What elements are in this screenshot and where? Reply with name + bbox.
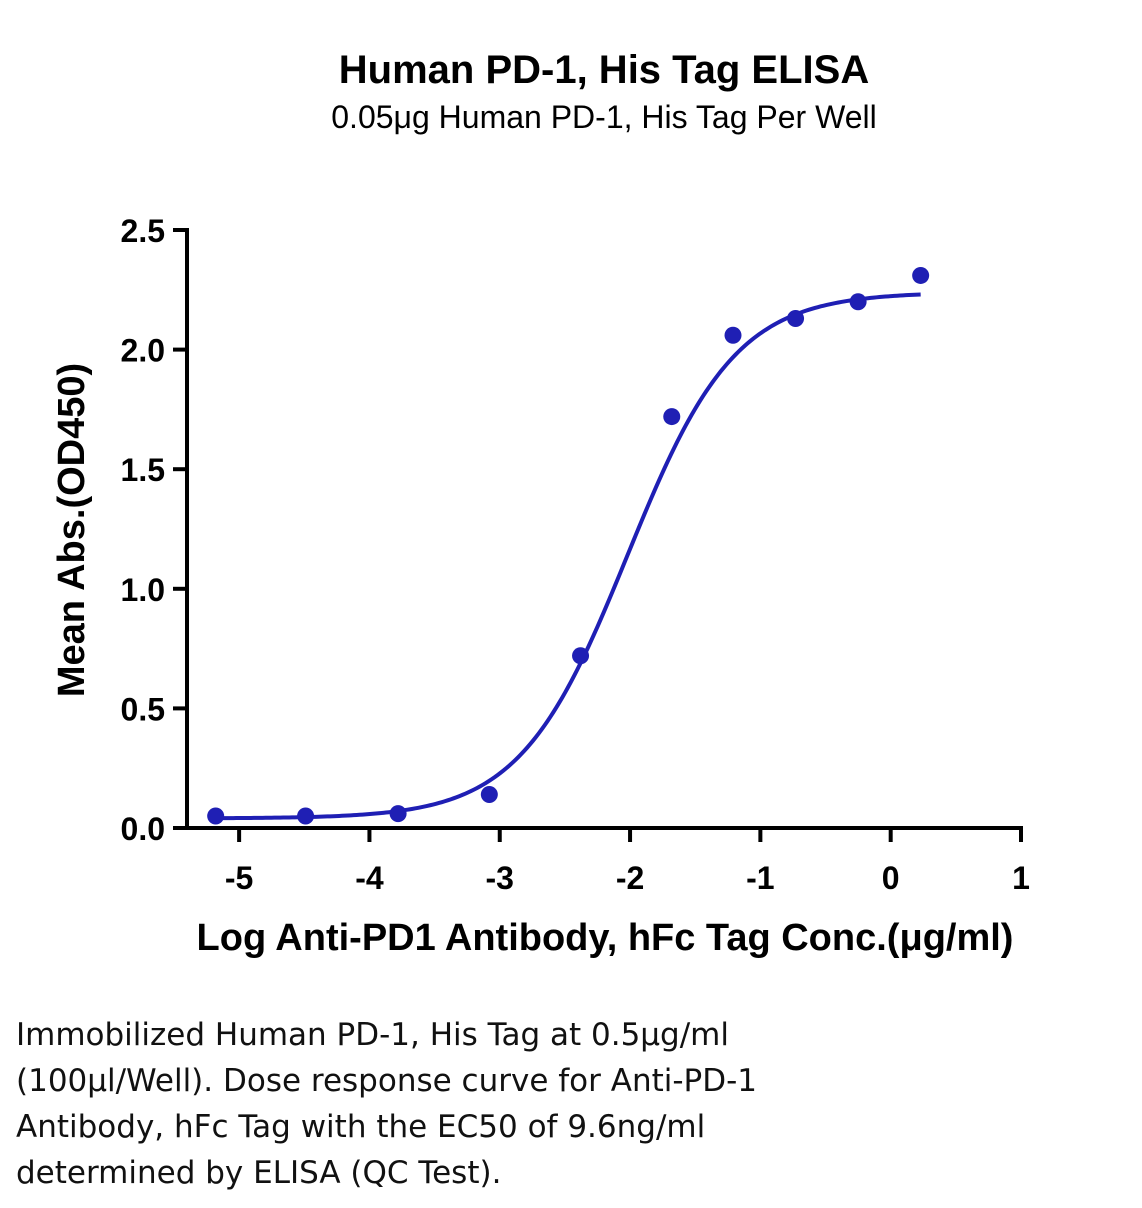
x-axis-label: Log Anti-PD1 Antibody, hFc Tag Conc.(μg/… bbox=[197, 917, 1014, 959]
chart-title: Human PD-1, His Tag ELISA bbox=[339, 48, 869, 92]
data-point bbox=[849, 293, 867, 311]
x-tick-label: -4 bbox=[355, 860, 384, 896]
data-point bbox=[480, 786, 498, 804]
elisa-chart: Human PD-1, His Tag ELISA 0.05μg Human P… bbox=[51, 48, 1030, 959]
x-tick-label: -1 bbox=[746, 860, 774, 896]
data-point bbox=[297, 807, 315, 825]
x-tick-label: 0 bbox=[882, 860, 900, 896]
y-tick-label: 0.5 bbox=[121, 691, 165, 727]
caption-line: Immobilized Human PD-1, His Tag at 0.5μg… bbox=[16, 1017, 729, 1053]
data-point bbox=[724, 326, 742, 344]
chart-subtitle: 0.05μg Human PD-1, His Tag Per Well bbox=[331, 99, 876, 135]
data-point bbox=[663, 408, 681, 426]
y-tick-label: 2.0 bbox=[121, 333, 165, 369]
data-points bbox=[207, 266, 930, 825]
data-point bbox=[207, 807, 225, 825]
data-point bbox=[572, 647, 590, 665]
y-axis-label: Mean Abs.(OD450) bbox=[51, 363, 93, 697]
y-tick-label: 1.5 bbox=[121, 452, 165, 488]
caption-line: Antibody, hFc Tag with the EC50 of 9.6ng… bbox=[16, 1109, 706, 1145]
x-tick-label: -2 bbox=[616, 860, 644, 896]
y-tick-label: 1.0 bbox=[121, 572, 165, 608]
figure-caption: Immobilized Human PD-1, His Tag at 0.5μg… bbox=[16, 1012, 1116, 1196]
y-tick-label: 0.0 bbox=[121, 811, 165, 847]
x-tick-label: -3 bbox=[486, 860, 514, 896]
chart-svg: Human PD-1, His Tag ELISA 0.05μg Human P… bbox=[51, 48, 1030, 959]
data-point bbox=[912, 266, 930, 284]
y-tick-label: 2.5 bbox=[121, 213, 165, 249]
fit-curve-group bbox=[215, 292, 921, 821]
caption-line: (100μl/Well). Dose response curve for An… bbox=[16, 1063, 758, 1099]
data-point bbox=[787, 310, 805, 328]
caption-line: determined by ELISA (QC Test). bbox=[16, 1155, 502, 1191]
x-tick-label: 1 bbox=[1012, 860, 1030, 896]
axes: 0.0 0.5 1.0 1.5 2.0 2.5 -5 -4 -3 -2 -1 0 1 bbox=[121, 213, 1030, 896]
data-point bbox=[389, 805, 407, 823]
fit-curve bbox=[215, 292, 921, 821]
x-tick-label: -5 bbox=[225, 860, 253, 896]
